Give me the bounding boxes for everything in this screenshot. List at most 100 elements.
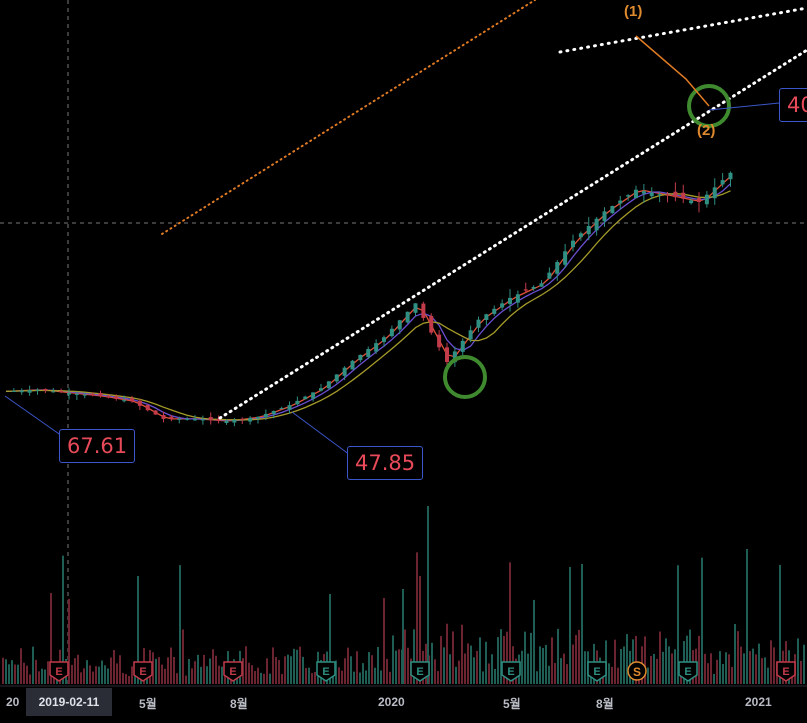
volume-bar (389, 671, 391, 684)
trendline-orange (161, 0, 536, 235)
volume-bar (251, 665, 253, 684)
moving-average-line (5, 190, 731, 421)
candle-body (263, 413, 268, 418)
marker-text: E (55, 666, 62, 678)
volume-bar (560, 658, 562, 684)
trendline-support (218, 48, 807, 420)
x-tick-label: 2021 (745, 695, 772, 709)
volume-bar (242, 658, 244, 684)
candle-body (216, 418, 221, 421)
candle-body (319, 388, 323, 391)
volume-bar (473, 657, 475, 684)
volume-bar (557, 628, 559, 684)
x-tick-label: 8월 (230, 697, 248, 711)
volume-bar (608, 663, 610, 684)
volume-bar (86, 660, 88, 684)
volume-bar (653, 653, 655, 684)
volume-bar (521, 650, 523, 684)
earnings-marker: E (49, 661, 69, 682)
x-tick-label: 8월 (596, 697, 614, 711)
volume-bar (11, 660, 13, 684)
volume-bar (698, 635, 700, 684)
volume-bar (434, 659, 436, 684)
candle-body (208, 417, 213, 420)
candle-body (468, 330, 473, 340)
volume-bar (446, 623, 448, 684)
volume-bar (404, 629, 406, 684)
volume-bar (71, 664, 73, 684)
volume-bar (110, 657, 112, 684)
volume-bar (485, 641, 487, 684)
volume-bar (449, 654, 451, 684)
marker-shape (627, 661, 647, 681)
candle-body (610, 205, 615, 214)
volume-bar (377, 646, 379, 684)
volume-bar (68, 598, 70, 684)
volume-bar (173, 656, 175, 684)
volume-bar (47, 661, 49, 684)
volume-bar (314, 671, 316, 684)
volume-bar (743, 653, 745, 684)
volume-bar (734, 624, 736, 684)
volume-bar (32, 646, 34, 684)
volume-bar (224, 675, 226, 684)
candle-body (303, 396, 308, 400)
marker-shape (678, 661, 698, 682)
volume-bar (263, 673, 265, 684)
candle-body (641, 191, 646, 194)
candle-body (681, 192, 686, 199)
candle-body (634, 189, 638, 199)
price-callout-1[interactable]: 67.61 (59, 429, 136, 463)
volume-bar (35, 659, 37, 684)
x-tick-label: 20 (6, 695, 20, 709)
price-callout-3[interactable]: 40 (779, 88, 807, 122)
volume-bar (212, 649, 214, 684)
candle-body (11, 390, 16, 392)
volume-bar (461, 624, 463, 684)
x-tick-label: 5월 (139, 697, 157, 711)
candle-body (523, 289, 528, 291)
price-callout-2[interactable]: 47.85 (347, 446, 424, 480)
volume-bar (95, 666, 97, 684)
volume-bar (668, 646, 670, 684)
candle-body (114, 396, 119, 399)
volume-bar (395, 650, 397, 684)
highlight-circle (443, 355, 487, 399)
candle-body (287, 405, 292, 410)
volume-bar (656, 658, 658, 684)
volume-bar (761, 658, 763, 684)
volume-bar (137, 575, 139, 684)
volume-bar (380, 670, 382, 684)
volume-bar (548, 665, 550, 684)
candle-body (389, 328, 394, 337)
volume-bar (89, 665, 91, 684)
candle-body (279, 408, 284, 410)
candle-body (27, 390, 32, 393)
volume-bar (284, 656, 286, 684)
volume-bar (402, 589, 404, 684)
volume-bar (659, 631, 661, 684)
candle-body (19, 390, 24, 393)
volume-bar (530, 632, 532, 684)
candle-body (578, 233, 583, 238)
marker-shape (501, 661, 521, 682)
volume-bar (182, 629, 184, 684)
candle-body (571, 240, 575, 248)
volume-bar (398, 649, 400, 684)
candle-body (712, 187, 717, 199)
volume-bar (497, 637, 499, 684)
candle-body (492, 308, 497, 314)
volume-bar (662, 651, 664, 684)
candle-body (98, 392, 103, 397)
volume-bar (77, 654, 79, 684)
volume-bar (427, 506, 429, 684)
candle-body (232, 420, 237, 423)
volume-bar (17, 664, 19, 684)
moving-averages (5, 176, 731, 422)
volume-bar (725, 652, 727, 684)
earnings-marker: E (501, 661, 521, 682)
volume-bar (107, 668, 109, 684)
candle-body (51, 391, 56, 393)
